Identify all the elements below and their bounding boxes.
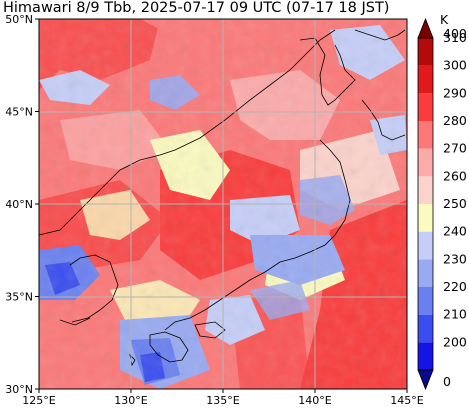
map-title: Himawari 8/9 Tbb, 2025-07-17 09 UTC (07-…: [3, 0, 390, 16]
lon-tick-label: 125°E: [22, 394, 55, 407]
colorbar-label: 400: [443, 26, 467, 41]
lon-tick-label: 140°E: [298, 394, 331, 407]
colorbar-label: 230: [443, 251, 467, 266]
lon-tick-label: 130°E: [114, 394, 147, 407]
colorbar-swatch: [418, 314, 433, 343]
colorbar-label: 240: [443, 224, 467, 239]
colorbar-swatch: [418, 259, 433, 287]
colorbar-label: 280: [443, 113, 467, 128]
colorbar-unit: K: [440, 12, 449, 27]
colorbar-extend-max: [417, 17, 434, 39]
graticule: [39, 19, 407, 389]
colorbar: 0 200 210 220 230 240 250 260 270 280 290 300 310400…: [417, 12, 467, 391]
colorbar-swatch: [418, 342, 433, 370]
colorbar-outline: [417, 37, 434, 371]
lat-tick-label: 50°N: [5, 13, 33, 26]
lat-tick-label: 35°N: [5, 291, 33, 304]
colorbar-label: 290: [443, 85, 467, 100]
lat-tick-label: 45°N: [5, 106, 33, 119]
axis-ticks: 125°E 130°E 135°E 140°E 145°E 30°N 35°N 40°N 45°…: [5, 13, 424, 407]
lon-tick-label: 135°E: [206, 394, 239, 407]
lat-tick-label: 30°N: [5, 383, 33, 396]
colorbar-swatch: [418, 204, 433, 232]
coastlines: [39, 29, 406, 367]
colorbar-extend-min: [417, 369, 434, 391]
colorbar-label: 0: [443, 374, 451, 389]
colorbar-label: 250: [443, 196, 467, 211]
colorbar-label: 200: [443, 334, 467, 349]
colorbar-label: 270: [443, 141, 467, 156]
colorbar-swatch: [418, 93, 433, 121]
colorbar-swatch: [418, 121, 433, 149]
colorbar-swatch: [418, 287, 433, 315]
lat-tick-label: 40°N: [5, 198, 33, 211]
colorbar-label: 300: [443, 58, 467, 73]
colorbar-swatch: [418, 38, 433, 66]
colorbar-swatch: [418, 65, 433, 94]
colorbar-label: 210: [443, 307, 467, 322]
lon-tick-label: 145°E: [390, 394, 423, 407]
colorbar-swatch: [418, 148, 433, 177]
brightness-temperature-field: [39, 19, 407, 389]
colorbar-swatch: [418, 176, 433, 204]
colorbar-label: 220: [443, 279, 467, 294]
colorbar-swatch: [418, 231, 433, 260]
colorbar-label: 260: [443, 168, 467, 183]
colorbar-label: 310: [443, 30, 467, 45]
